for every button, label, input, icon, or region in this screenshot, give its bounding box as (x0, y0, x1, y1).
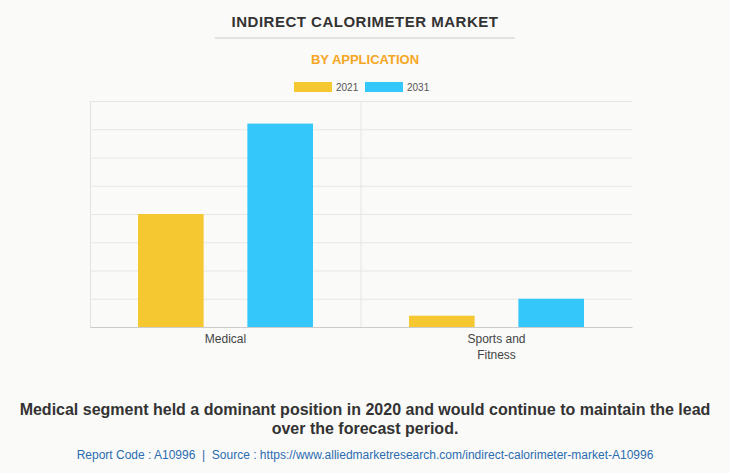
text-line: Sports and (467, 332, 525, 346)
y-tick (90, 327, 632, 328)
x-tick-label: Sports and Fitness (467, 332, 525, 362)
text-line: Medical (205, 332, 246, 346)
bar (138, 214, 204, 327)
bar (409, 316, 475, 327)
subtitle: BY APPLICATION (311, 52, 419, 67)
bar (247, 124, 313, 327)
x-tick: Sports and Fitness (467, 327, 525, 362)
bar (518, 299, 584, 327)
x-tick-label: Medical (205, 332, 246, 346)
category-divider (361, 101, 362, 327)
x-axis-line (91, 327, 633, 328)
background (0, 0, 730, 473)
legend-swatch (294, 82, 332, 92)
x-axis: Medical Sports and Fitness (91, 327, 633, 362)
source: Report Code : A10996 | Source : https://… (77, 448, 654, 462)
grid-line (90, 327, 632, 328)
legend-swatch (365, 82, 403, 92)
legend-label: 2021 (336, 82, 359, 93)
text-line: over the forecast period. (272, 420, 459, 437)
legend-item: 2021 (294, 82, 359, 93)
plot: Medical Sports and Fitness (90, 101, 633, 362)
legend: 2021 2031 (294, 82, 430, 93)
legend-item: 2031 (365, 82, 430, 93)
title: INDIRECT CALORIMETER MARKET (232, 13, 499, 30)
text-line: Medical segment held a dominant position… (20, 401, 711, 418)
text-line: Fitness (477, 348, 516, 362)
chart: INDIRECT CALORIMETER MARKET BY APPLICATIO… (0, 0, 730, 473)
x-tick: Medical (205, 327, 246, 346)
y-axis (90, 102, 632, 328)
title-rule (215, 38, 515, 39)
bars (138, 124, 584, 327)
caption: Medical segment held a dominant position… (20, 401, 711, 437)
legend-label: 2031 (407, 82, 430, 93)
